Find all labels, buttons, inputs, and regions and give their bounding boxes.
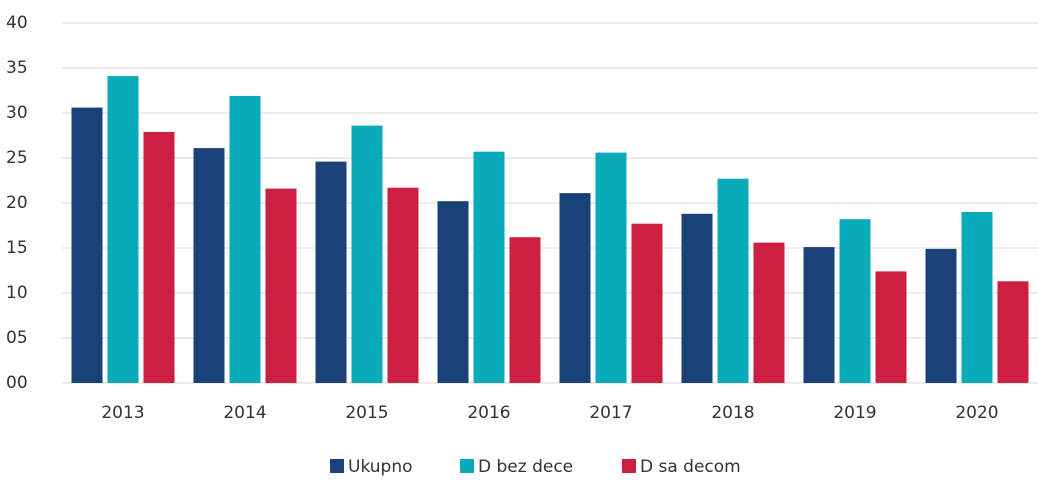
bar [351,125,383,383]
legend-swatch [622,459,636,473]
bar [875,271,907,383]
x-tick-label: 2014 [223,403,266,423]
y-tick-label: 05 [6,328,28,348]
bar [595,152,627,383]
y-tick-label: 10 [6,283,28,303]
bar [753,242,785,383]
legend-label: D sa decom [640,457,741,477]
bar [71,107,103,383]
x-tick-label: 2013 [101,403,144,423]
bar [559,193,591,383]
legend-label: Ukupno [348,457,413,477]
y-tick-label: 25 [6,148,28,168]
bar [961,212,993,383]
x-tick-label: 2019 [833,403,876,423]
x-tick-label: 2017 [589,403,632,423]
bar [437,201,469,383]
bar [803,247,835,383]
y-tick-label: 35 [6,58,28,78]
y-tick-label: 00 [6,373,28,393]
x-tick-label: 2018 [711,403,754,423]
y-tick-label: 40 [6,13,28,33]
y-tick-label: 20 [6,193,28,213]
bar [229,95,261,384]
bar [473,151,505,383]
bar [265,188,297,383]
legend-label: D bez dece [478,457,573,477]
bar [925,248,957,383]
legend-swatch [460,459,474,473]
y-tick-label: 30 [6,103,28,123]
bar [107,76,139,383]
bar [387,187,419,383]
x-tick-label: 2016 [467,403,510,423]
bar [997,281,1029,383]
legend-swatch [330,459,344,473]
bar [681,213,713,383]
bar [631,223,663,383]
bar [839,219,871,383]
bar [143,131,175,383]
bar [717,178,749,383]
bar [509,237,541,383]
bar [193,148,225,383]
x-tick-label: 2015 [345,403,388,423]
y-tick-label: 15 [6,238,28,258]
bar [315,161,347,383]
x-tick-label: 2020 [955,403,998,423]
